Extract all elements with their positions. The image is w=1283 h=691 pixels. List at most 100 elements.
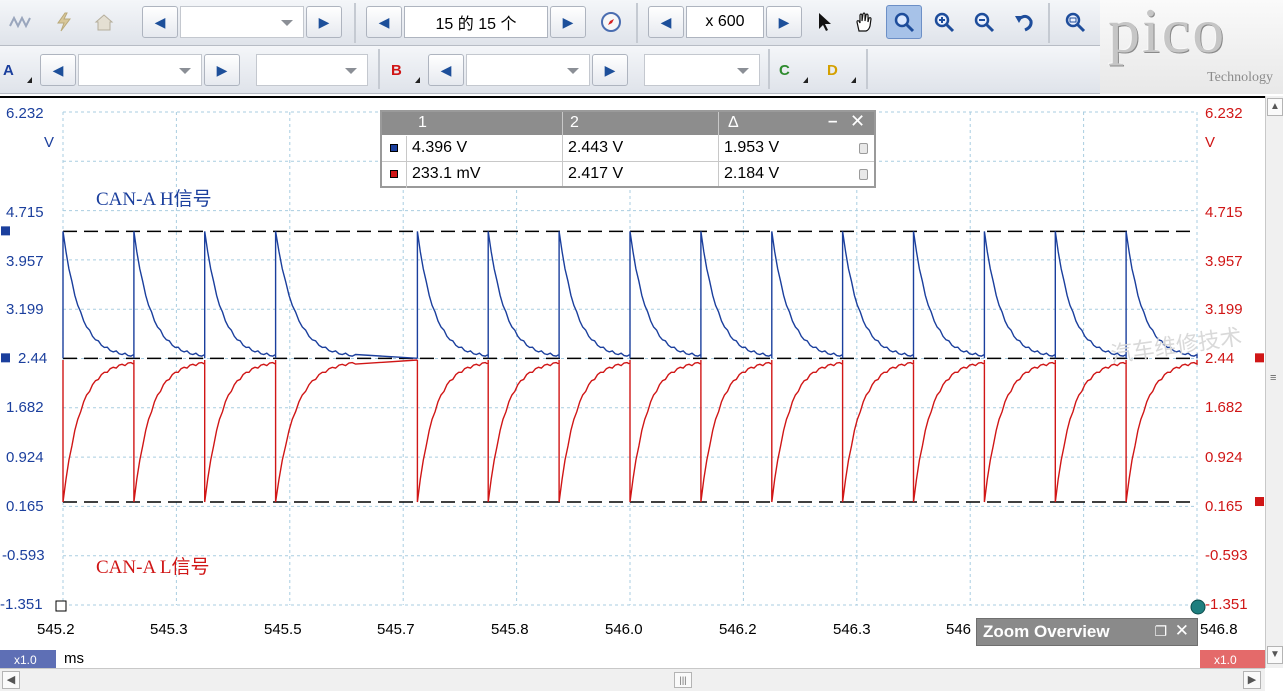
ruler-b-value-2: 2.417 V	[568, 165, 624, 182]
y-unit-left: V	[44, 134, 55, 151]
zoom-in-icon[interactable]	[928, 6, 960, 38]
minimize-icon[interactable]: –	[828, 111, 838, 130]
dropdown-triangle-icon	[415, 77, 420, 83]
column-divider	[406, 136, 407, 188]
x-tick: 546.3	[833, 621, 871, 638]
y-tick-left: 0.924	[6, 449, 44, 466]
y-tick-left: 6.232	[6, 105, 44, 122]
y-tick-left: -1.351	[0, 596, 43, 613]
ruler-measurements-panel[interactable]: 1 2 Δ – ✕ 4.396 V 2.443 V 1.953 V 233.1 …	[380, 110, 876, 188]
scroll-left-icon[interactable]: ◀	[2, 671, 20, 689]
y-tick-left: 2.44	[18, 350, 48, 367]
y-tick-right: 6.232	[1205, 105, 1243, 122]
x-unit-label: ms	[64, 650, 84, 667]
compass-glyph	[601, 12, 621, 32]
zoom-factor-field[interactable]: x 600	[686, 6, 764, 38]
channel-d-letter: D	[827, 61, 838, 79]
vertical-scrollbar[interactable]: ▲ ≡ ▼	[1265, 96, 1283, 668]
channel-b-range-dropdown[interactable]	[466, 54, 590, 86]
undo-zoom-icon[interactable]	[1008, 6, 1040, 38]
channel-d-button[interactable]: D	[824, 54, 858, 86]
zoom-select-icon[interactable]	[886, 5, 922, 39]
compass-icon[interactable]	[594, 6, 628, 38]
channel-a-next-button[interactable]: ▶	[204, 54, 240, 86]
channel-a-letter: A	[3, 61, 14, 79]
pico-logo: pico Technology	[1100, 0, 1283, 94]
chevron-down-icon	[567, 68, 579, 74]
close-icon[interactable]: ✕	[1174, 621, 1189, 640]
zoom-prev-button[interactable]: ◀	[648, 6, 684, 38]
channel-c-button[interactable]: C	[776, 54, 810, 86]
zoom-overview-title: Zoom Overview	[983, 622, 1110, 641]
capture-counter: 15 的 15 个	[404, 6, 548, 38]
channel-a-range-dropdown[interactable]	[78, 54, 202, 86]
ruler-col-1: 1	[418, 114, 427, 131]
channel-a-swatch	[390, 144, 398, 152]
scroll-thumb-grip-icon[interactable]: |||	[674, 672, 692, 688]
scope-view[interactable]: 6.232 V 4.715 3.957 3.199 2.44 1.682 0.9…	[0, 96, 1265, 670]
y-tick-left: 4.715	[6, 204, 44, 221]
channel-a-offset-handle	[1, 353, 10, 363]
chevron-down-icon	[281, 20, 293, 26]
divider	[354, 3, 356, 43]
next-capture-button[interactable]: ▶	[550, 6, 586, 38]
channel-b-button[interactable]: B	[388, 54, 422, 86]
zoom-overview-glyph	[1065, 12, 1086, 33]
channel-b-prev-button[interactable]: ◀	[428, 54, 464, 86]
scroll-down-icon[interactable]: ▼	[1267, 646, 1283, 664]
lightning-glyph	[57, 12, 71, 32]
zoom-next-button[interactable]: ▶	[766, 6, 802, 38]
logo-subtitle: Technology	[1207, 70, 1273, 85]
zoom-overview-icon[interactable]	[1058, 6, 1092, 38]
lock-icon[interactable]	[859, 143, 868, 154]
prev-capture-button[interactable]: ◀	[366, 6, 402, 38]
can-h-trace	[62, 231, 1198, 359]
channel-toolbar: A ◀ ▶ B ◀ ▶ C D	[0, 46, 1100, 94]
x-scale-badge[interactable]: x1.0	[0, 650, 56, 670]
channel-a-coupling-dropdown[interactable]	[256, 54, 368, 86]
channel-a-button[interactable]: A	[0, 54, 34, 86]
scroll-grip-icon[interactable]: ≡	[1270, 372, 1277, 384]
scroll-up-icon[interactable]: ▲	[1267, 98, 1283, 116]
lock-icon[interactable]	[859, 169, 868, 180]
y-tick-right: 0.924	[1205, 449, 1243, 466]
zoom-overview-window[interactable]: Zoom Overview ❐ ✕	[976, 618, 1198, 646]
channel-b-ruler-handle	[1255, 497, 1264, 507]
channel-b-swatch	[390, 170, 398, 178]
scroll-right-icon[interactable]: ▶	[1243, 671, 1261, 689]
prev-button[interactable]: ◀	[142, 6, 178, 38]
x-tick: 546	[946, 621, 972, 638]
y-unit-right: V	[1205, 134, 1216, 151]
channel-b-next-button[interactable]: ▶	[592, 54, 628, 86]
restore-icon[interactable]: ❐	[1154, 623, 1167, 639]
ruler-a-value-1: 4.396 V	[412, 139, 468, 156]
horizontal-scrollbar[interactable]: ◀ ||| ▶	[0, 668, 1265, 691]
channel-a-ruler-handle	[1, 226, 10, 236]
ruler-a-delta: 1.953 V	[724, 139, 780, 156]
home-icon[interactable]	[88, 6, 120, 38]
x-tick: 545.8	[491, 621, 529, 638]
chevron-down-icon	[737, 68, 749, 74]
y-tick-left: 0.165	[6, 498, 44, 515]
waveform-icon[interactable]	[4, 6, 36, 38]
channel-a-prev-button[interactable]: ◀	[40, 54, 76, 86]
zoom-out-icon[interactable]	[968, 6, 1000, 38]
y-tick-left: 3.957	[6, 253, 44, 270]
x-tick: 545.7	[377, 621, 415, 638]
buffer-dropdown[interactable]	[180, 6, 304, 38]
lightning-icon[interactable]	[48, 6, 80, 38]
y-tick-right: 0.165	[1205, 498, 1243, 515]
oscilloscope-plot[interactable]	[0, 98, 1265, 670]
close-icon[interactable]: ✕	[850, 111, 866, 131]
channel-b-coupling-dropdown[interactable]	[644, 54, 760, 86]
hand-icon[interactable]	[848, 6, 880, 38]
x-tick: 545.5	[264, 621, 302, 638]
channel-c-letter: C	[779, 61, 790, 79]
right-scale-badge[interactable]: x1.0	[1200, 650, 1265, 670]
ruler-handle	[55, 600, 67, 612]
y-tick-right: 3.199	[1205, 301, 1243, 318]
zoom-in-glyph	[934, 12, 955, 33]
next-button[interactable]: ▶	[306, 6, 342, 38]
pointer-icon[interactable]	[810, 6, 840, 38]
x-tick: 545.3	[150, 621, 188, 638]
